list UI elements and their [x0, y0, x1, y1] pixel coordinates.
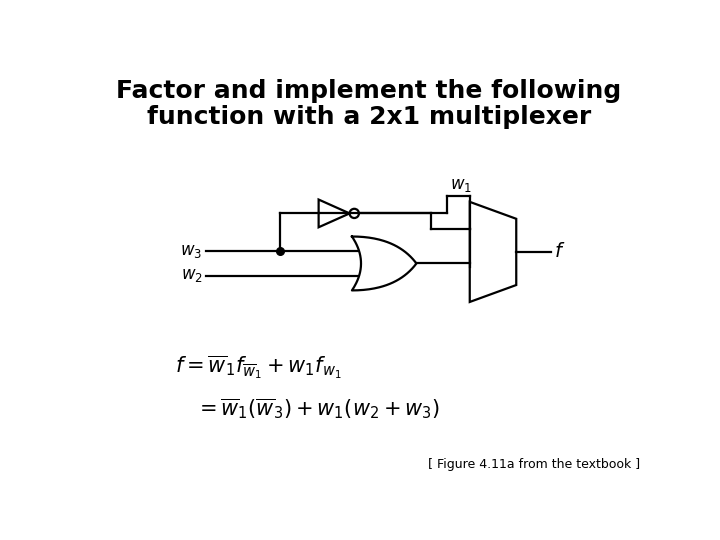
Text: $f$: $f$ [554, 242, 565, 261]
Text: $w_1$: $w_1$ [451, 177, 472, 194]
Text: Factor and implement the following: Factor and implement the following [117, 79, 621, 103]
Text: $w_3$: $w_3$ [180, 242, 202, 260]
Text: $= \overline{w}_1(\overline{w}_3) + w_1(w_2 + w_3)$: $= \overline{w}_1(\overline{w}_3) + w_1(… [194, 396, 440, 421]
Text: $f = \overline{w}_1 f_{\overline{w}_1} + w_1 f_{w_1}$: $f = \overline{w}_1 f_{\overline{w}_1} +… [175, 354, 342, 381]
Text: [ Figure 4.11a from the textbook ]: [ Figure 4.11a from the textbook ] [428, 458, 640, 471]
Text: $w_2$: $w_2$ [181, 267, 202, 284]
Text: function with a 2x1 multiplexer: function with a 2x1 multiplexer [147, 105, 591, 129]
